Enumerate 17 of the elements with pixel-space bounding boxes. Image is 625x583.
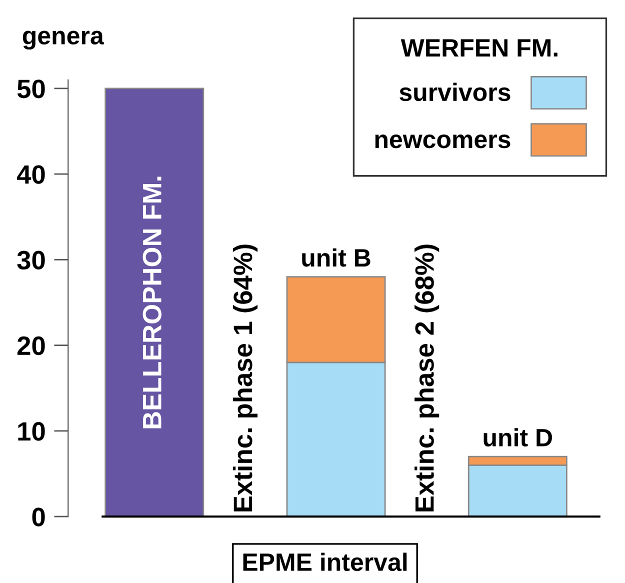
x-tick-label: unit D	[484, 428, 552, 447]
y-tick-label: 40	[16, 165, 45, 184]
x-tick-label: BELLEROPHON FM.	[142, 176, 162, 428]
annotation: Extinc. phase 1 (64%)	[232, 244, 258, 512]
y-axis-title: genera	[22, 30, 104, 50]
legend-label: newcomers	[375, 134, 510, 148]
x-axis-title: EPME interval	[243, 552, 407, 572]
annotation: Extinc. phase 2 (68%)	[414, 244, 440, 512]
bar	[104, 88, 204, 517]
x-tick-label: unit B	[302, 248, 370, 267]
y-tick-label: 20	[17, 336, 45, 356]
y-tick-label: 0	[32, 508, 45, 526]
legend-title: WERFEN FM.	[400, 39, 558, 56]
y-tick-label: 50	[17, 80, 45, 98]
y-tick-label: 30	[17, 250, 45, 270]
legend-label: survivors	[400, 82, 510, 102]
y-tick-label: 10	[18, 422, 45, 441]
